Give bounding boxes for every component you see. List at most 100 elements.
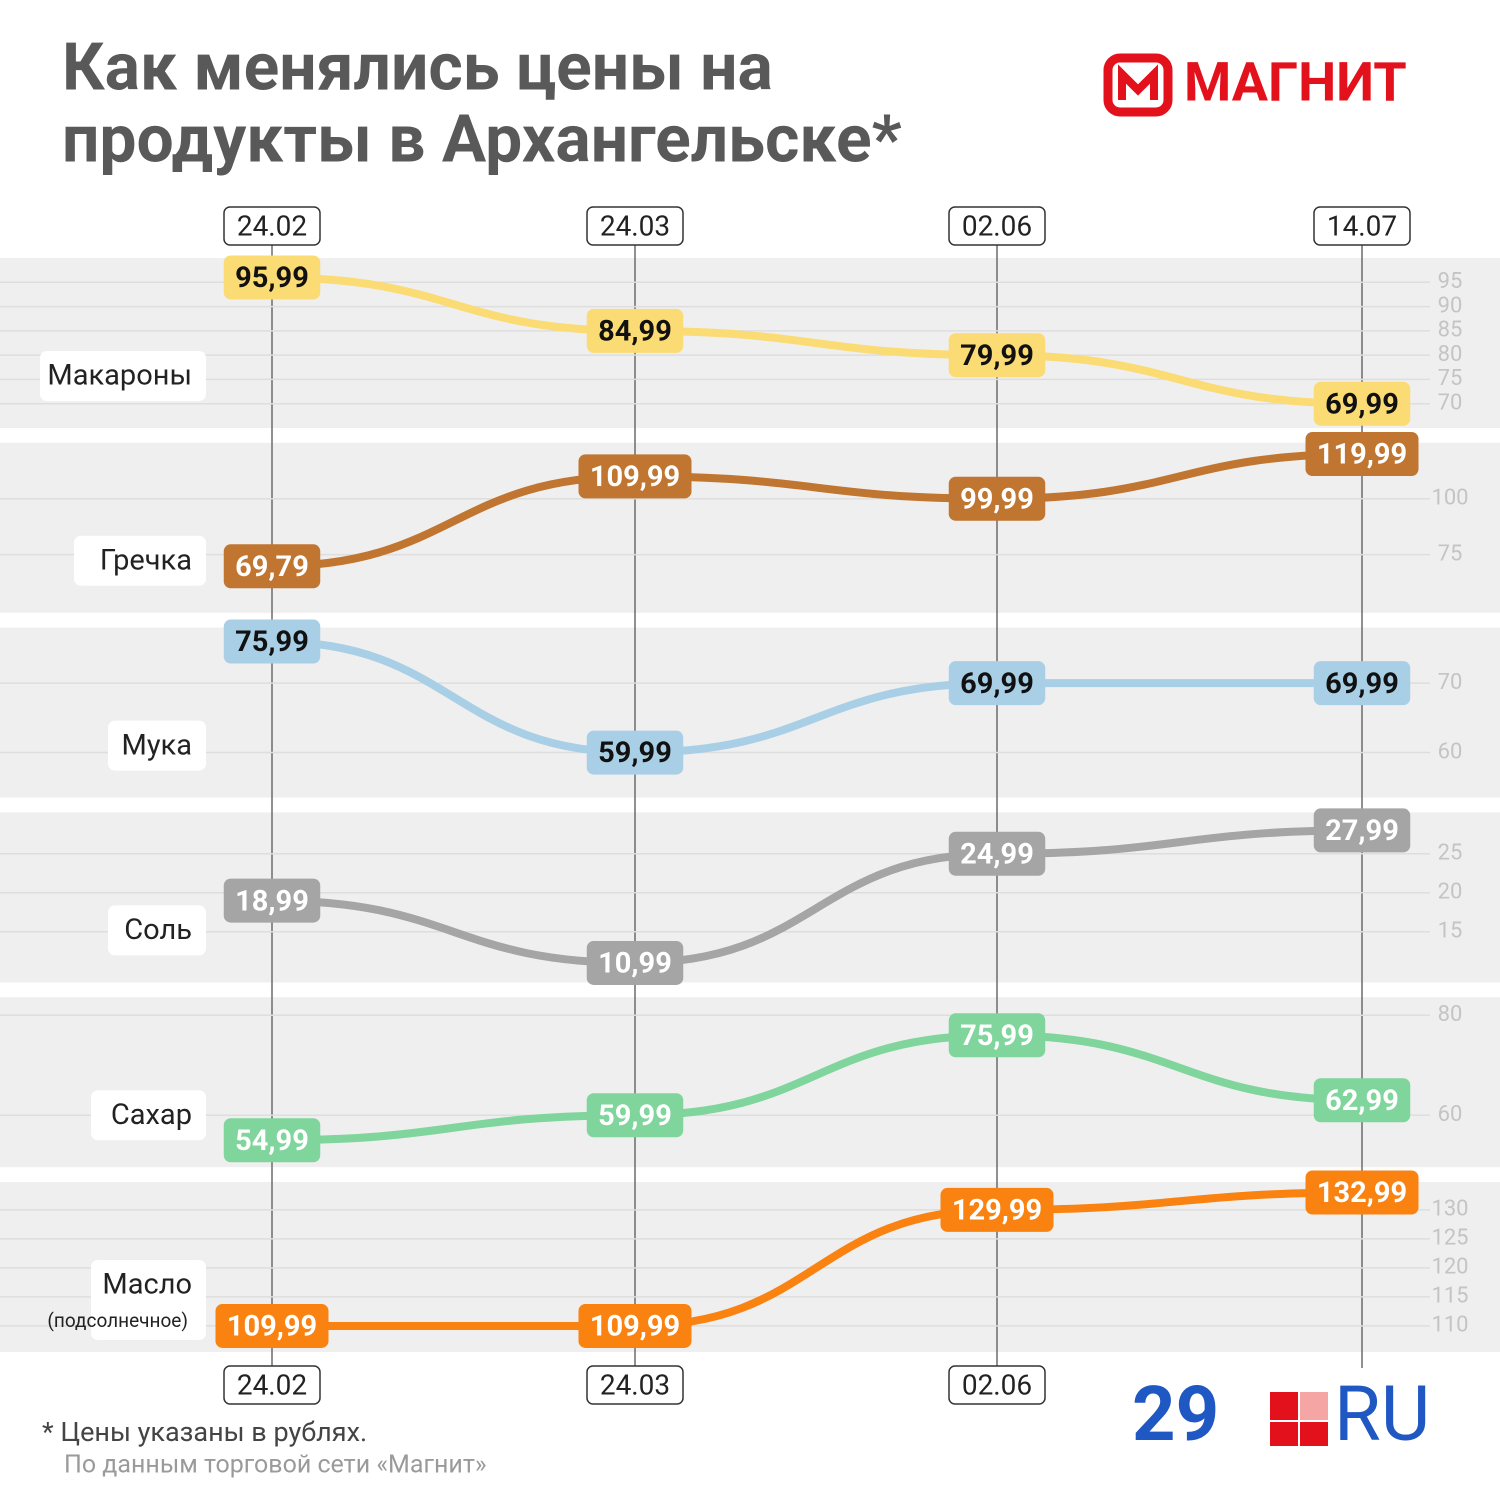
date-label: 24.03 [600,209,670,242]
date-label: 24.02 [237,209,307,242]
y-tick-label: 125 [1431,1226,1468,1251]
value-label: 84,99 [598,315,672,349]
logo-icon [1103,53,1173,117]
y-tick-label: 60 [1438,739,1463,764]
product-name: Соль [124,913,192,947]
y-tick-label: 70 [1438,391,1463,416]
value-box [215,1303,329,1348]
site-logo: 29 RU [1132,1369,1430,1459]
value-box [578,454,692,499]
y-tick-label: 95 [1438,269,1463,294]
logo-text: RU [1334,1369,1430,1459]
y-tick-label: 115 [1431,1284,1468,1309]
logo-icon [1118,64,1158,100]
y-tick-label: 110 [1431,1313,1468,1338]
value-label: 129,99 [952,1194,1042,1228]
y-tick-label: 20 [1438,880,1463,905]
date-box [1313,206,1411,246]
value-box [586,1093,684,1138]
date-box [948,1365,1046,1405]
value-label: 79,99 [960,339,1034,373]
value-label: 59,99 [598,736,672,770]
product-box [91,1260,206,1340]
value-label: 24,99 [960,837,1034,871]
product-name: Сахар [111,1098,192,1132]
price-line [268,637,1366,757]
panel-bg [0,442,1500,613]
value-label: 54,99 [235,1124,309,1158]
value-box [223,544,321,589]
y-tick-label: 75 [1438,366,1463,391]
value-label: 27,99 [1325,814,1399,848]
logo-text: 29 [1132,1369,1219,1459]
value-box [1313,808,1411,853]
value-box [1313,381,1411,426]
y-tick-label: 25 [1438,841,1463,866]
product-box [91,1090,206,1141]
product-name: Мука [122,728,193,762]
value-label: 75,99 [960,1019,1034,1053]
value-label: 18,99 [235,884,309,918]
magnit-logo: МАГНИТ [1103,51,1407,117]
value-box [578,1303,692,1348]
date-label: 02.06 [962,1368,1032,1401]
value-label: 10,99 [598,947,672,981]
product-box [74,535,206,586]
logo-square [1270,1422,1298,1446]
value-box [1313,661,1411,706]
date-label: 24.03 [600,1368,670,1401]
value-box [586,308,684,353]
value-label: 95,99 [235,261,309,295]
date-box [586,206,684,246]
product-name: Макароны [47,359,192,393]
price-line [268,826,1366,967]
value-label: 119,99 [1317,438,1407,472]
value-box [948,333,1046,378]
y-tick-label: 80 [1438,342,1463,367]
y-tick-label: 90 [1438,293,1463,318]
value-label: 132,99 [1317,1176,1407,1210]
value-label: 69,79 [235,550,309,584]
product-name: Масло [102,1268,192,1302]
product-note: (подсолнечное) [47,1309,188,1332]
source: По данным торговой сети «Магнит» [64,1451,487,1480]
value-box [1305,1170,1419,1215]
value-box [223,619,321,664]
logo-text: МАГНИТ [1184,51,1407,114]
date-box [586,1365,684,1405]
value-box [948,661,1046,706]
date-label: 14.07 [1327,209,1397,242]
value-label: 99,99 [960,482,1034,516]
y-tick-label: 120 [1431,1255,1468,1280]
date-label: 24.02 [237,1368,307,1401]
y-tick-label: 70 [1438,670,1463,695]
y-tick-label: 15 [1438,919,1463,944]
y-tick-label: 85 [1438,318,1463,343]
logo-square [1300,1422,1328,1446]
product-box [108,720,206,771]
logo-square [1270,1392,1298,1420]
y-tick-label: 130 [1431,1197,1468,1222]
value-box [586,940,684,985]
value-box [948,476,1046,521]
logo-square [1300,1392,1328,1420]
price-line [268,450,1366,571]
date-box [223,206,321,246]
product-box [40,351,206,401]
value-box [1313,1078,1411,1123]
value-label: 75,99 [235,625,309,659]
value-label: 69,99 [1325,387,1399,421]
footnote: * Цены указаны в рублях. [42,1416,367,1448]
title-line: продукты в Архангельске* [62,101,902,178]
y-tick-label: 100 [1431,486,1468,511]
price-line [268,1031,1366,1145]
date-label: 02.06 [962,209,1032,242]
y-tick-label: 60 [1438,1102,1463,1127]
value-box [586,730,684,775]
value-label: 62,99 [1325,1084,1399,1118]
value-label: 69,99 [960,667,1034,701]
value-box [223,878,321,923]
